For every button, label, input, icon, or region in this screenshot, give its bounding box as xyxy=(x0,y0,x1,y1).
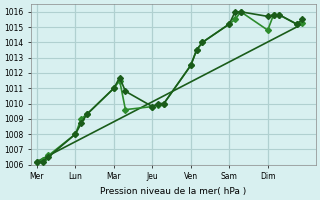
X-axis label: Pression niveau de la mer( hPa ): Pression niveau de la mer( hPa ) xyxy=(100,187,247,196)
